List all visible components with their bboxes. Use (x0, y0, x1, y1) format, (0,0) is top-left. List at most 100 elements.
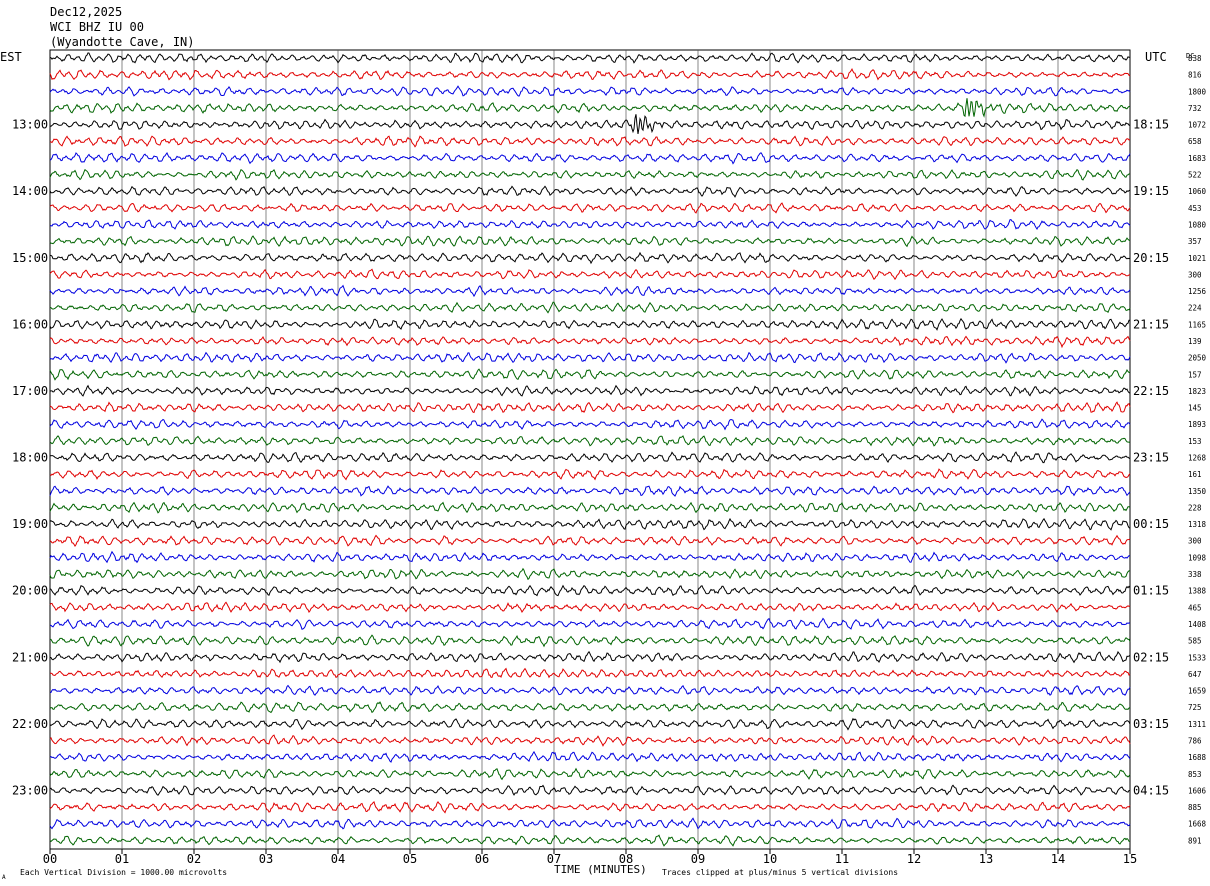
dc-offset-label: 1080 (1188, 220, 1207, 229)
x-tick-label: 11 (835, 852, 849, 866)
trace-line (49, 384, 1131, 397)
x-tick-label: 02 (187, 852, 201, 866)
dc-offset-label: 585 (1188, 637, 1202, 646)
right-hour-label: 22:15 (1133, 384, 1169, 398)
scale-note: Each Vertical Division = 1000.00 microvo… (20, 868, 227, 877)
right-hour-label: 02:15 (1133, 650, 1169, 664)
dc-offset-label: 1893 (1188, 420, 1206, 429)
trace-line (49, 185, 1131, 198)
trace-line (49, 317, 1130, 331)
dc-offset-label: 1072 (1188, 121, 1206, 130)
dc-offset-label: 658 (1188, 137, 1202, 146)
trace-line (49, 152, 1131, 165)
trace-line (49, 550, 1131, 564)
dc-offset-label: 1098 (1188, 553, 1207, 562)
x-tick-label: 07 (547, 852, 561, 866)
dc-offset-label: 853 (1188, 770, 1202, 779)
dc-offset-label: 522 (1188, 171, 1202, 180)
seismic-traces (49, 52, 1131, 847)
trace-line (49, 68, 1131, 81)
dc-offset-label: 1268 (1188, 454, 1207, 463)
left-hour-labels: 13:00 14:00 15:00 16:00 17:00 18:00 19:00 20:00… (12, 118, 48, 798)
trace-line (49, 368, 1131, 381)
dc-offset-label: 465 (1188, 603, 1202, 612)
left-hour-label: 19:00 (12, 517, 48, 531)
trace-line (49, 834, 1131, 847)
dc-offset-label: 732 (1188, 104, 1202, 113)
header-location: (Wyandotte Cave, IN) (50, 35, 195, 49)
trace-line (49, 485, 1131, 497)
header-station: WCI BHZ IU 00 (50, 20, 144, 34)
x-tick-label: 05 (403, 852, 417, 866)
trace-line (49, 750, 1131, 763)
left-hour-label: 21:00 (12, 650, 48, 664)
trace-line (49, 684, 1131, 696)
corner-mark: A (2, 874, 6, 881)
trace-line (49, 301, 1131, 314)
dc-offset-label: 357 (1188, 237, 1202, 246)
dc-offset-label: 1388 (1188, 587, 1207, 596)
trace-line (49, 801, 1131, 814)
dc-offset-label: 1659 (1188, 687, 1206, 696)
dc-offset-header: DC (1186, 52, 1194, 60)
clip-note: Traces clipped at plus/minus 5 vertical … (662, 868, 898, 877)
dc-offset-label: 1533 (1188, 653, 1206, 662)
left-hour-label: 16:00 (12, 317, 48, 331)
x-tick-label: 00 (43, 852, 57, 866)
dc-offset-label: 1688 (1188, 753, 1207, 762)
trace-line (49, 235, 1131, 248)
trace-line (49, 268, 1131, 281)
trace-line (49, 251, 1131, 265)
dc-offset-label: 647 (1188, 670, 1202, 679)
trace-line (49, 717, 1131, 731)
dc-offset-label: 816 (1188, 71, 1202, 80)
dc-offset-label: 300 (1188, 270, 1202, 279)
trace-line (49, 767, 1131, 781)
right-hour-label: 19:15 (1133, 184, 1169, 198)
dc-offset-label: 1683 (1188, 154, 1206, 163)
trace-line (49, 517, 1131, 531)
dc-offset-label: 1408 (1188, 620, 1207, 629)
dc-offset-label: 1350 (1188, 487, 1207, 496)
dc-offset-label: 1823 (1188, 387, 1206, 396)
trace-line (49, 650, 1131, 664)
trace-line (49, 135, 1131, 148)
minute-gridlines (49, 49, 1131, 850)
right-hour-label: 00:15 (1133, 517, 1169, 531)
dc-offset-label: 139 (1188, 337, 1202, 346)
x-tick-label: 04 (331, 852, 345, 866)
dc-offset-label: 1256 (1188, 287, 1207, 296)
trace-line (49, 351, 1131, 364)
header-date: Dec12,2025 (50, 5, 122, 19)
right-timezone-label: UTC (1145, 50, 1167, 64)
right-hour-label: 18:15 (1133, 118, 1169, 132)
trace-line (49, 501, 1131, 514)
plot-frame (49, 49, 1131, 850)
left-hour-label: 13:00 (12, 118, 48, 132)
dc-offset-label: 157 (1188, 370, 1202, 379)
trace-line (49, 701, 1131, 714)
dc-offset-label: 224 (1188, 304, 1202, 313)
left-hour-label: 20:00 (12, 584, 48, 598)
dc-offset-label: 153 (1188, 437, 1202, 446)
left-hour-label: 22:00 (12, 717, 48, 731)
left-hour-label: 15:00 (12, 251, 48, 265)
trace-line (50, 617, 1131, 630)
left-hour-label: 14:00 (12, 184, 48, 198)
trace-line (49, 202, 1131, 214)
right-hour-label: 01:15 (1133, 584, 1169, 598)
right-hour-label: 04:15 (1133, 783, 1169, 797)
x-tick-label: 01 (115, 852, 129, 866)
trace-line (49, 85, 1131, 97)
dc-offset-label: 786 (1188, 736, 1202, 745)
x-tick-label: 12 (907, 852, 921, 866)
trace-line (49, 567, 1131, 581)
dc-offset-label: 891 (1188, 836, 1202, 845)
dc-offset-label: 1318 (1188, 520, 1207, 529)
dc-offset-label: 1311 (1188, 720, 1206, 729)
dc-offset-label: 1668 (1188, 820, 1207, 829)
x-tick-label: 09 (691, 852, 705, 866)
x-axis-title: TIME (MINUTES) (554, 863, 647, 876)
dc-offset-label: 1800 (1188, 87, 1207, 96)
